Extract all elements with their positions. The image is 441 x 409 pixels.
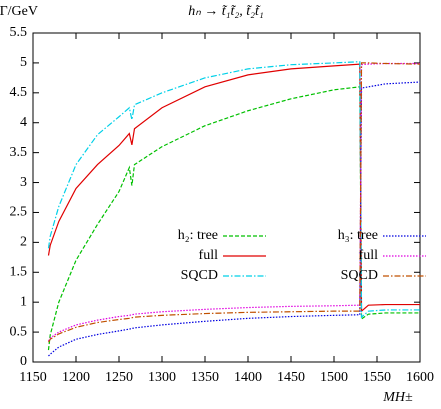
series-line (48, 81, 421, 357)
series-line (47, 86, 420, 351)
legend-label: full (359, 248, 379, 263)
legend-label: h₃: tree (338, 228, 378, 243)
y-tick-label: 2.5 (10, 205, 28, 220)
x-tick-label: 1150 (19, 370, 46, 385)
x-tick-label: 1400 (234, 370, 262, 385)
legend-label: full (199, 248, 219, 263)
series-line (47, 62, 420, 342)
x-axis-label: MH± (382, 390, 413, 405)
x-tick-label: 1550 (363, 370, 391, 385)
x-tick-label: 1450 (277, 370, 305, 385)
x-tick-label: 1300 (148, 370, 176, 385)
plot-frame (32, 32, 421, 363)
y-tick-label: 5 (20, 55, 27, 70)
y-axis-label: Γ/GeV (0, 4, 38, 19)
y-tick-label: 2 (20, 235, 27, 250)
y-tick-label: 0.5 (10, 324, 28, 339)
y-tick-label: 4.5 (10, 85, 28, 100)
x-tick-label: 1600 (406, 370, 434, 385)
legend-label: SQCD (341, 268, 378, 283)
y-tick-label: 1 (20, 294, 27, 309)
x-tick-label: 1500 (320, 370, 348, 385)
legend-label: h₂: tree (178, 228, 218, 243)
series-line (47, 61, 420, 319)
y-tick-label: 4 (20, 115, 27, 130)
y-tick-label: 3.5 (10, 145, 28, 160)
x-tick-label: 1250 (105, 370, 133, 385)
y-tick-label: 5.5 (10, 25, 28, 40)
x-tick-label: 1350 (191, 370, 219, 385)
chart-title: hₙ → t̃₁t̃₂, t̃₂t̃₁ (188, 4, 264, 19)
y-tick-label: 0 (20, 354, 27, 369)
x-tick-label: 1200 (62, 370, 90, 385)
y-tick-label: 1.5 (10, 264, 28, 279)
y-tick-label: 3 (20, 175, 27, 190)
legend-label: SQCD (181, 268, 218, 283)
series-line (47, 62, 421, 343)
